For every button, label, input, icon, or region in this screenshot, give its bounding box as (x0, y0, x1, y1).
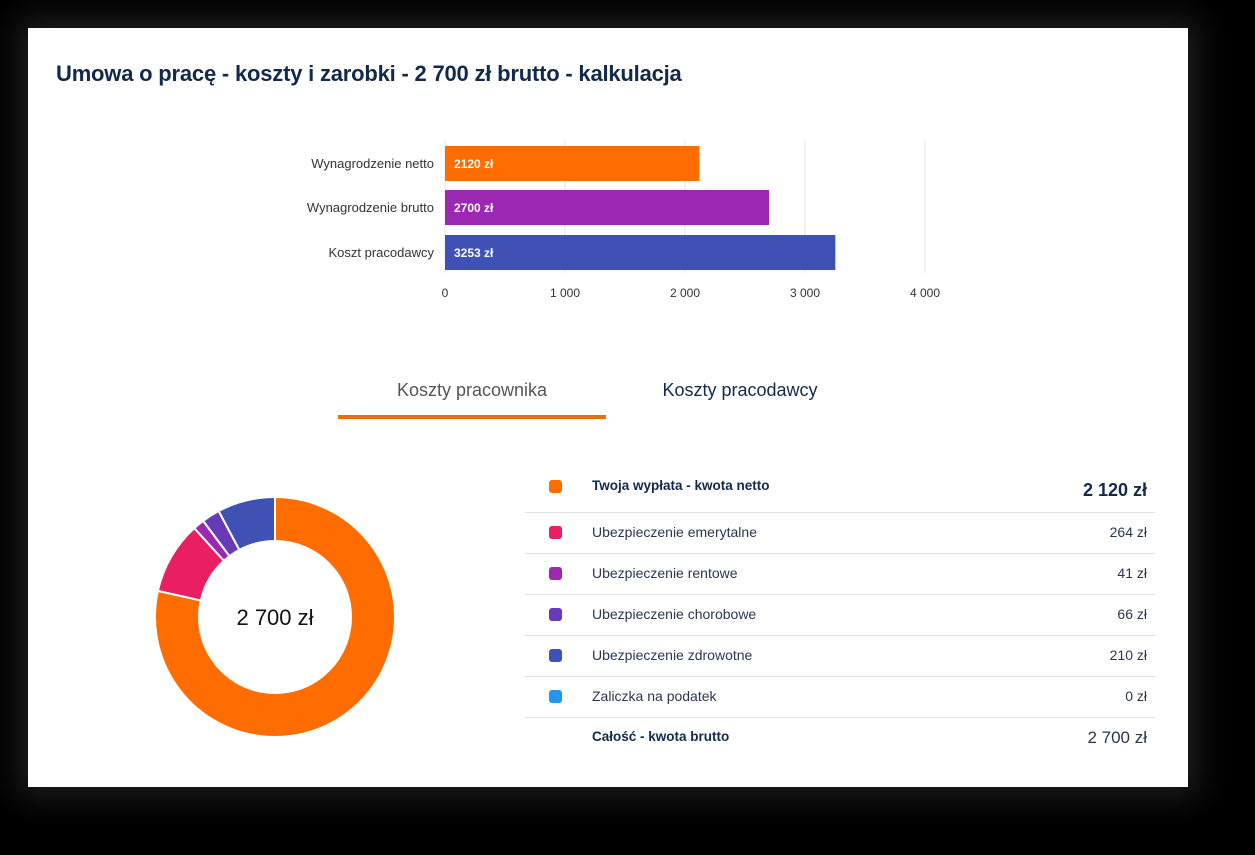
donut-chart: 2 700 zł (154, 495, 396, 738)
legend-label: Ubezpieczenie rentowe (592, 565, 738, 581)
x-tick-label: 3 000 (790, 286, 820, 300)
tab-koszty-pracodawcy[interactable]: Koszty pracodawcy (662, 380, 818, 400)
bar-data-label: 2700 zł (454, 201, 494, 215)
donut-center-label: 2 700 zł (236, 605, 313, 630)
page-title: Umowa o pracę - koszty i zarobki - 2 700… (56, 61, 682, 86)
bar-data-label: 2120 zł (454, 157, 494, 171)
x-tick-label: 0 (442, 286, 449, 300)
bar (445, 190, 769, 225)
legend-value: 41 zł (1117, 565, 1147, 581)
bar-chart: 0 1 000 2 000 3 000 4 000 2120 zł Wynagrodzeni… (307, 140, 940, 300)
tab-koszty-pracownika[interactable]: Koszty pracownika (338, 378, 606, 419)
legend-row: Zaliczka na podatek 0 zł (525, 677, 1155, 718)
legend-row: Ubezpieczenie chorobowe 66 zł (525, 595, 1155, 636)
legend-label: Zaliczka na podatek (592, 688, 717, 704)
color-swatch (549, 649, 562, 662)
x-tick-label: 1 000 (550, 286, 580, 300)
total-value: 2 700 zł (1087, 728, 1147, 747)
legend-value: 264 zł (1109, 524, 1147, 540)
x-tick-label: 4 000 (910, 286, 940, 300)
x-tick-label: 2 000 (670, 286, 700, 300)
color-swatch (549, 567, 562, 580)
color-swatch (549, 608, 562, 621)
donut-slice (154, 495, 396, 738)
legend-value: 2 120 zł (1082, 480, 1147, 500)
bar (445, 235, 836, 270)
calculator-panel: Umowa o pracę - koszty i zarobki - 2 700… (28, 28, 1188, 787)
legend-value: 66 zł (1117, 606, 1147, 622)
legend-label: Ubezpieczenie emerytalne (592, 524, 757, 540)
y-category-label: Wynagrodzenie netto (311, 156, 434, 171)
legend-row: Ubezpieczenie rentowe 41 zł (525, 554, 1155, 595)
color-swatch (549, 480, 562, 493)
color-swatch (549, 690, 562, 703)
legend-value: 210 zł (1109, 647, 1147, 663)
total-label: Całość - kwota brutto (592, 729, 730, 744)
legend-row: Ubezpieczenie zdrowotne 210 zł (525, 636, 1155, 677)
color-swatch (549, 526, 562, 539)
legend-value: 0 zł (1125, 688, 1147, 704)
y-category-label: Koszt pracodawcy (329, 245, 435, 260)
legend-label: Ubezpieczenie zdrowotne (592, 647, 753, 663)
legend-row-netto: Twoja wypłata - kwota netto 2 120 zł (525, 470, 1155, 513)
bar-data-label: 3253 zł (454, 246, 494, 260)
legend-row: Ubezpieczenie emerytalne 264 zł (525, 513, 1155, 554)
legend-row-total: Całość - kwota brutto 2 700 zł (525, 718, 1155, 758)
cost-legend-table: Twoja wypłata - kwota netto 2 120 zł Ube… (525, 470, 1155, 758)
y-category-label: Wynagrodzenie brutto (307, 200, 434, 215)
donut-slice (217, 495, 276, 552)
bar (445, 146, 700, 181)
legend-label: Twoja wypłata - kwota netto (592, 478, 770, 493)
legend-label: Ubezpieczenie chorobowe (592, 606, 757, 622)
